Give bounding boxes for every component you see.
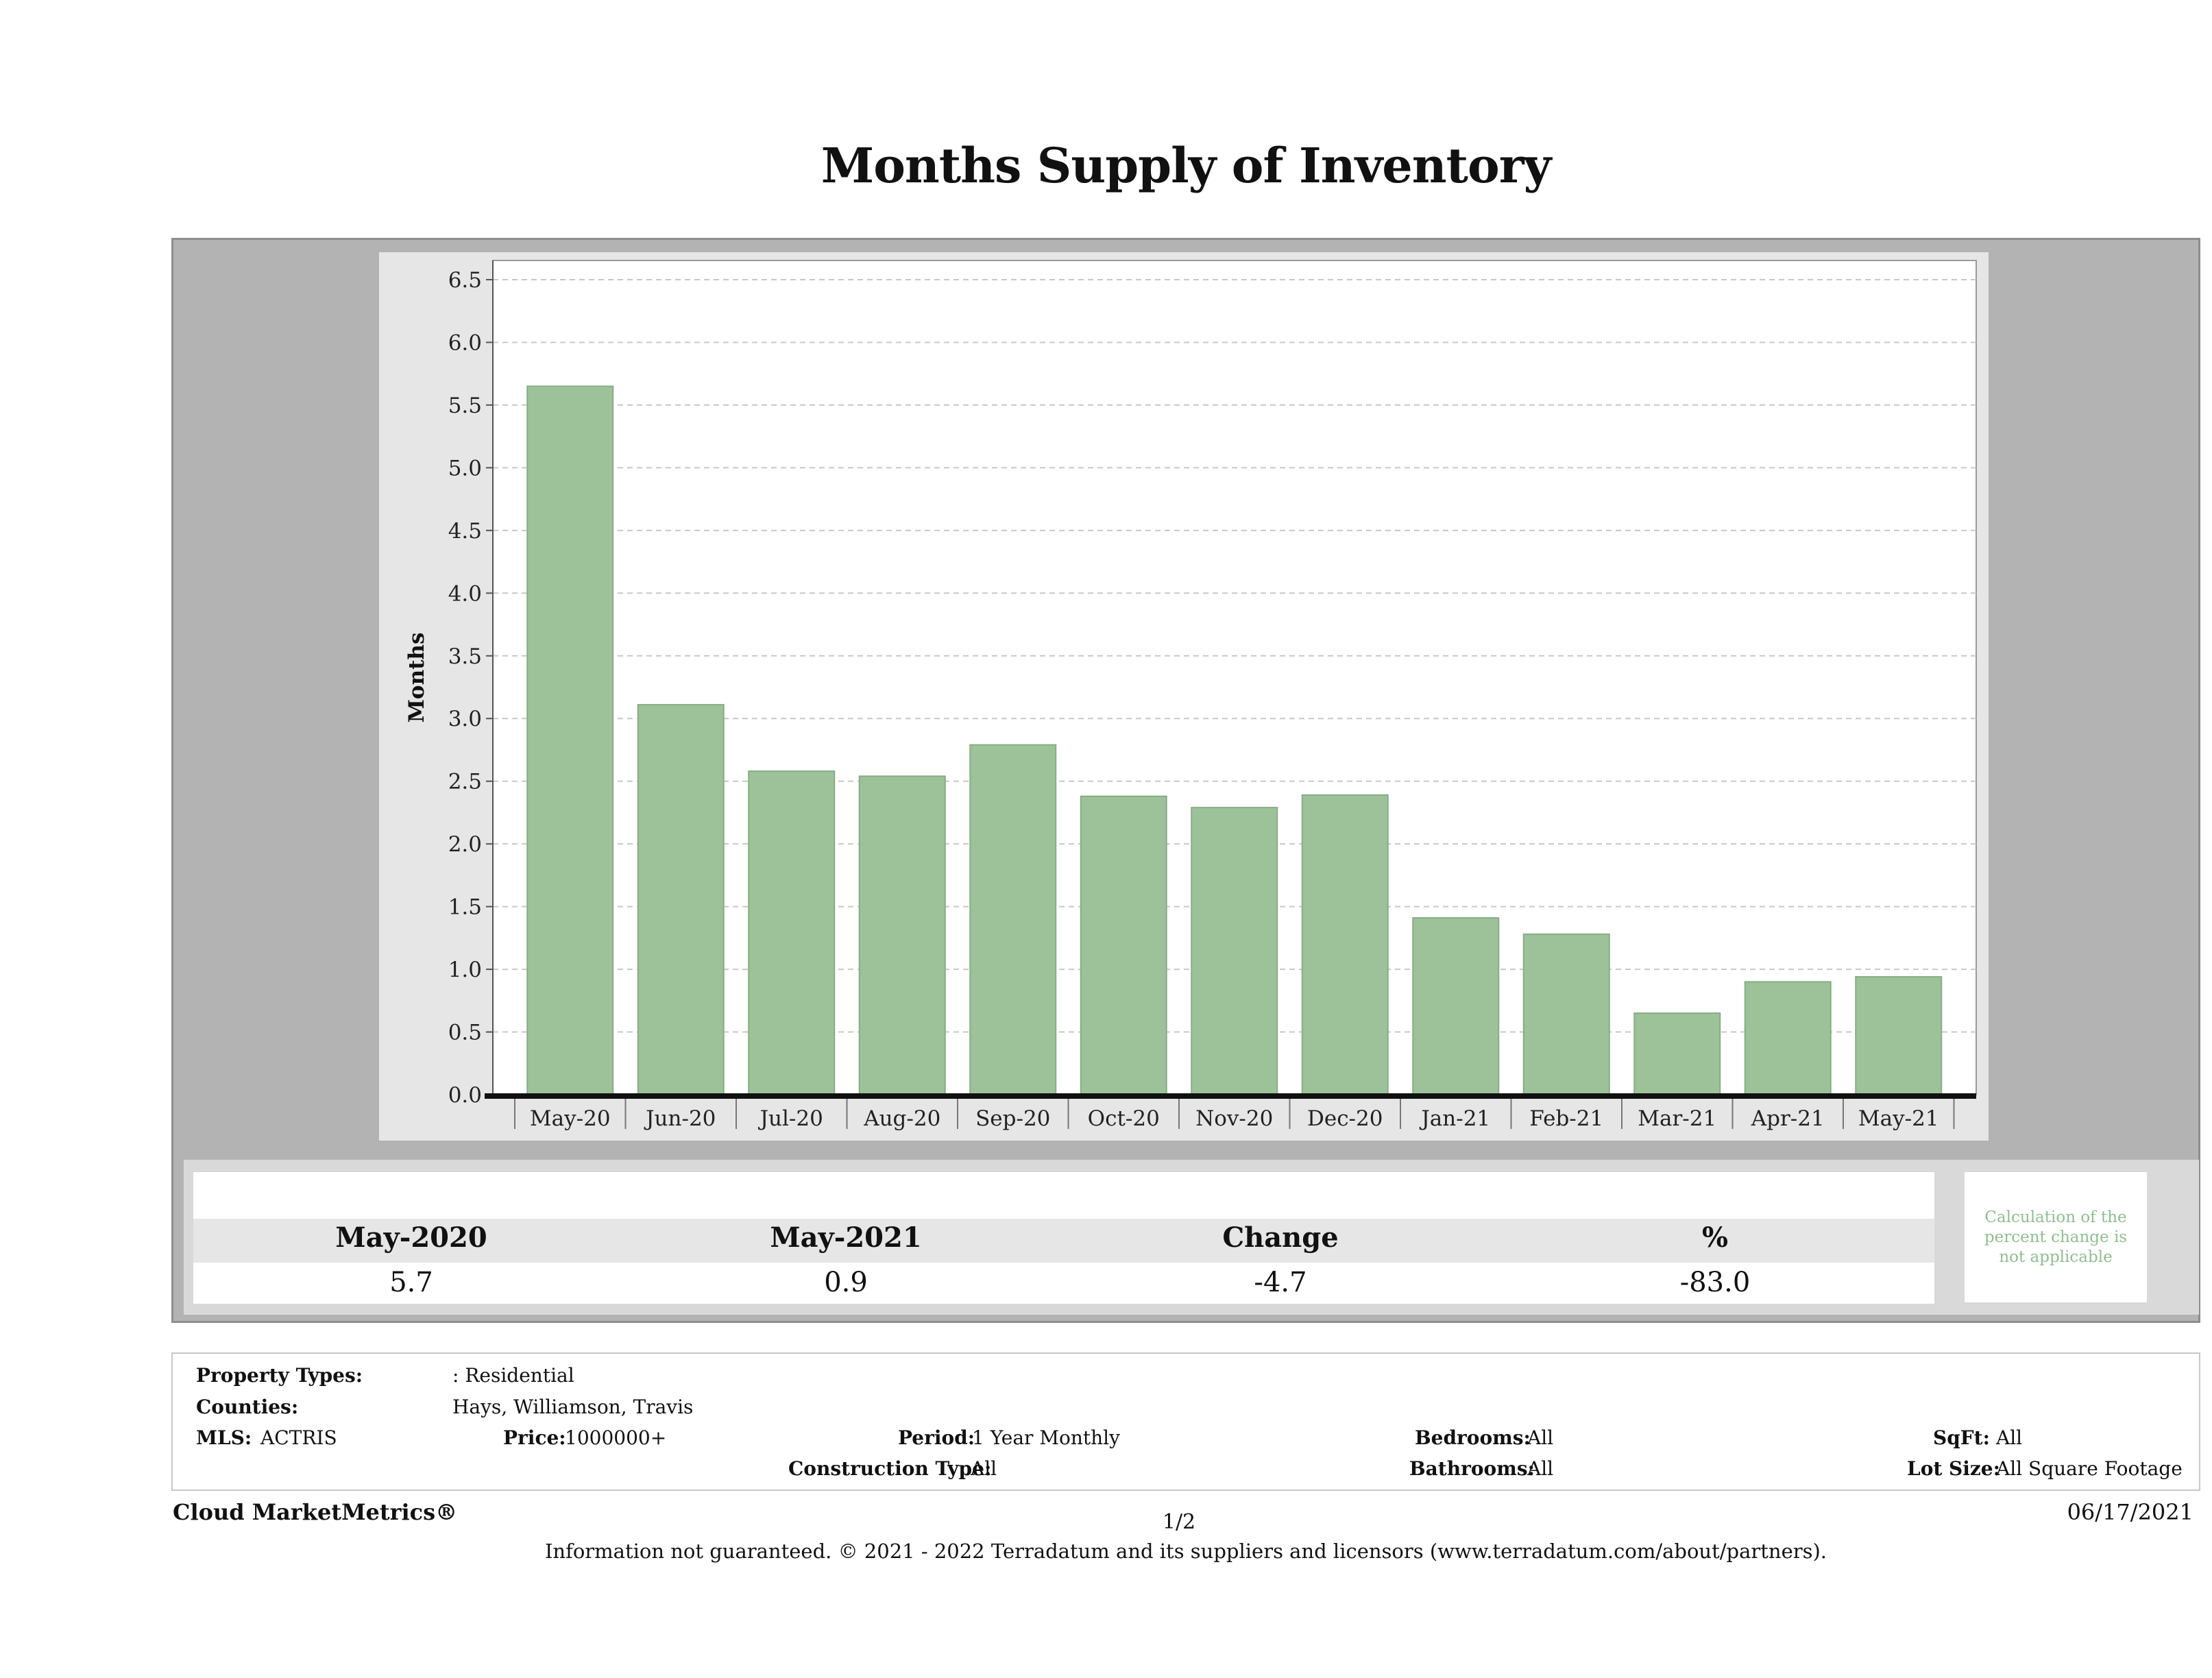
y-tick-label: 3.0 (448, 707, 482, 731)
summary-value-row (193, 1263, 1934, 1304)
y-tick-label: 4.0 (448, 581, 482, 606)
x-tick-label: Jan-21 (1419, 1106, 1490, 1131)
y-tick-label: 1.0 (448, 958, 482, 982)
x-tick-label: Dec-20 (1307, 1106, 1383, 1131)
x-tick-label: May-21 (1858, 1106, 1939, 1131)
price-value: 1000000+ (565, 1426, 667, 1449)
bar (969, 744, 1057, 1095)
property-types-value: : Residential (452, 1364, 574, 1387)
summary-spacer-row (193, 1172, 1934, 1219)
bedrooms-value: All (1527, 1426, 1554, 1449)
x-tick-label: Mar-21 (1638, 1106, 1716, 1131)
y-tick-label: 3.5 (448, 644, 482, 669)
y-tick-label: 6.5 (448, 268, 482, 293)
y-tick-label: 5.5 (448, 393, 482, 418)
bar (1855, 976, 1943, 1096)
sqft-value: All (1996, 1426, 2023, 1449)
bar (1522, 933, 1610, 1095)
property-types-label: Property Types: (196, 1364, 363, 1387)
bar (637, 704, 725, 1095)
bar (1744, 981, 1832, 1096)
bar (526, 385, 614, 1095)
x-tick-label: Apr-21 (1751, 1106, 1825, 1131)
summary-percent-label: % (1701, 1221, 1728, 1254)
report-date: 06/17/2021 (2067, 1499, 2193, 1525)
page-title: Months Supply of Inventory (821, 137, 1552, 194)
counties-value: Hays, Williamson, Travis (452, 1396, 694, 1418)
bar (1191, 807, 1278, 1095)
lot-size-value: All Square Footage (1996, 1457, 2183, 1480)
y-tick-label: 2.0 (448, 832, 482, 857)
bar (1633, 1012, 1721, 1095)
summary-end-label: May-2021 (770, 1221, 922, 1254)
summary-end-value: 0.9 (824, 1267, 868, 1298)
bar (1412, 917, 1500, 1096)
construction-type-label: Construction Type: (788, 1457, 992, 1480)
criteria-panel (171, 1352, 2200, 1491)
y-tick-label: 6.0 (448, 330, 482, 355)
summary-percent-value: -83.0 (1679, 1267, 1751, 1298)
summary-start-value: 5.7 (389, 1267, 433, 1298)
disclaimer: Information not guaranteed. © 2021 - 202… (544, 1540, 1827, 1563)
y-tick-label: 5.0 (448, 456, 482, 481)
y-tick-label: 0.0 (448, 1083, 482, 1108)
y-axis-title: Months (404, 633, 429, 723)
counties-label: Counties: (196, 1396, 299, 1418)
page-number: 1/2 (1162, 1510, 1196, 1534)
bar (748, 770, 836, 1095)
summary-header-row (193, 1219, 1934, 1263)
x-tick-label: Feb-21 (1529, 1106, 1603, 1131)
summary-change-label: Change (1222, 1221, 1339, 1254)
lot-size-label: Lot Size: (1907, 1457, 2000, 1480)
bar (1301, 794, 1389, 1095)
x-tick-label: May-20 (530, 1106, 611, 1131)
bathrooms-value: All (1527, 1457, 1554, 1480)
summary-change-value: -4.7 (1254, 1267, 1307, 1298)
plot-frame: 0.0 0.5 1.0 1.5 2.0 2.5 3.0 3.5 4.0 4.5 5.0 5.5 6.0 6… (379, 252, 1989, 1141)
bar-chart: 0.0 0.5 1.0 1.5 2.0 2.5 3.0 3.5 4.0 4.5 5.0 5.5 6.0 6… (379, 252, 1989, 1141)
summary-start-label: May-2020 (335, 1221, 487, 1254)
y-tick-label: 4.5 (448, 519, 482, 544)
brand-name: Cloud MarketMetrics® (173, 1499, 458, 1525)
construction-type-value: All (971, 1457, 997, 1480)
x-tick-label: Jun-20 (644, 1106, 716, 1131)
percent-note: Calculation of the percent change is not… (1965, 1172, 2147, 1302)
summary-table: May-2020 May-2021 Change % 5.7 0.9 -4.7 … (193, 1172, 1934, 1304)
bathrooms-label: Bathrooms: (1409, 1457, 1535, 1480)
period-label: Period: (898, 1426, 975, 1449)
mls-value: ACTRIS (260, 1426, 337, 1449)
x-tick-label: Aug-20 (863, 1106, 940, 1131)
price-label: Price: (503, 1426, 566, 1449)
period-value: 1 Year Monthly (972, 1426, 1120, 1449)
x-tick-label: Oct-20 (1088, 1106, 1160, 1131)
x-tick-label: Sep-20 (975, 1106, 1050, 1131)
bedrooms-label: Bedrooms: (1415, 1426, 1531, 1449)
bar (1080, 795, 1167, 1095)
sqft-label: SqFt: (1933, 1426, 1990, 1449)
y-tick-label: 0.5 (448, 1021, 482, 1045)
mls-label: MLS: (196, 1426, 252, 1449)
x-tick-label: Nov-20 (1195, 1106, 1273, 1131)
y-tick-label: 2.5 (448, 770, 482, 794)
bar (858, 775, 946, 1095)
y-tick-label: 1.5 (448, 895, 482, 920)
x-tick-label: Jul-20 (758, 1106, 823, 1131)
